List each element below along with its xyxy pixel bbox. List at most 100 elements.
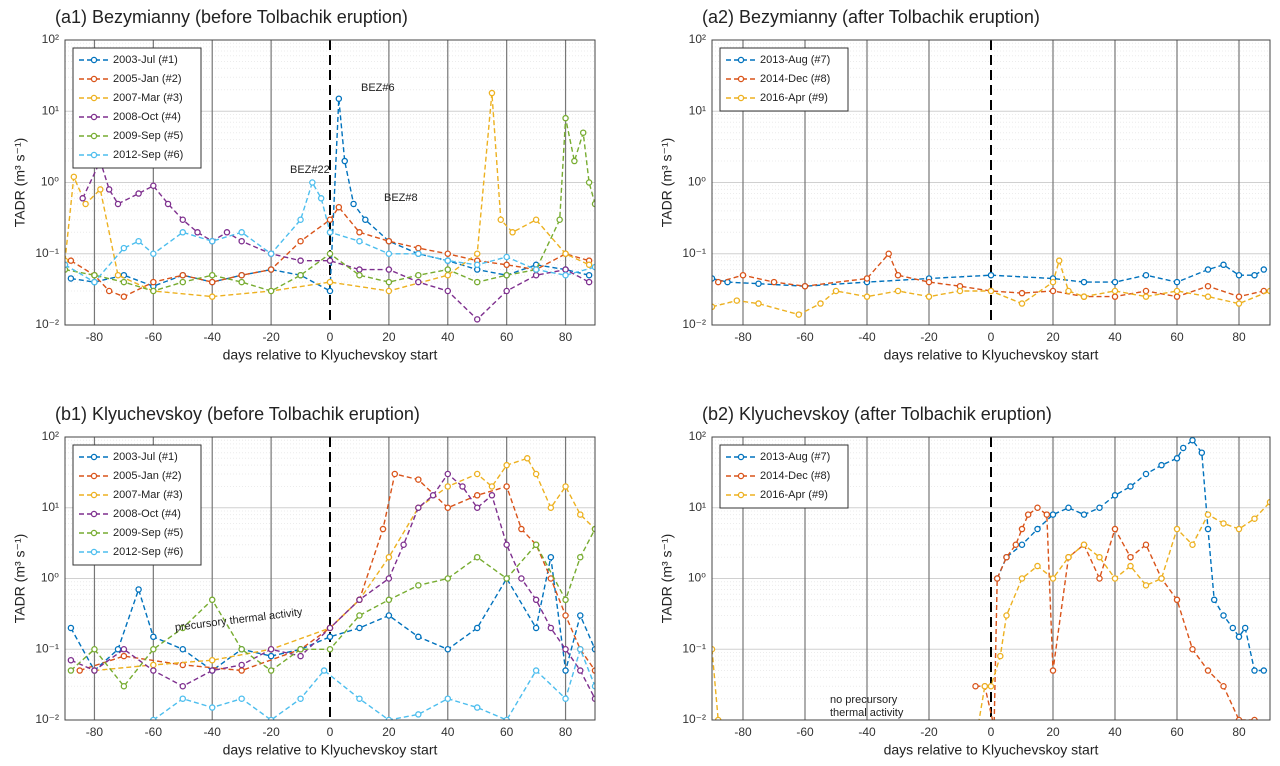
legend-marker [90, 548, 98, 556]
data-point [755, 280, 762, 287]
data-point [981, 682, 989, 690]
data-point [267, 266, 275, 273]
data-point [238, 229, 245, 236]
data-point [473, 261, 481, 269]
data-point [297, 216, 304, 224]
x-tick-label: 80 [1232, 725, 1246, 739]
data-point [208, 278, 216, 286]
data-point [91, 667, 98, 674]
data-point [135, 190, 142, 197]
data-point [179, 271, 187, 279]
y-tick-label: 10⁻¹ [35, 641, 59, 655]
y-tick-label: 10⁰ [41, 175, 59, 189]
data-point [415, 476, 422, 483]
data-point [562, 612, 569, 619]
panel: (a2) Bezymianny (after Tolbachik eruptio… [659, 7, 1271, 363]
x-axis-label: days relative to Klyuchevskoy start [884, 742, 1099, 758]
data-point [473, 624, 481, 632]
data-point [1220, 520, 1227, 527]
data-point [67, 275, 75, 282]
data-point [429, 492, 437, 499]
data-point [1111, 492, 1119, 499]
legend-label: 2007-Mar (#3) [113, 489, 183, 501]
y-tick-label: 10⁻¹ [682, 246, 706, 260]
legend-marker [90, 151, 98, 159]
y-axis-label: TADR (m³ s⁻¹) [12, 138, 28, 228]
data-point [1043, 511, 1051, 518]
data-point [326, 646, 334, 653]
data-point [488, 483, 496, 490]
data-point [503, 287, 510, 295]
data-point [150, 182, 157, 190]
data-point [67, 667, 75, 674]
legend-marker [90, 113, 98, 121]
data-point [362, 216, 369, 224]
data-point [385, 716, 393, 720]
data-point [1235, 633, 1243, 641]
legend-marker [90, 472, 98, 480]
annotation: BEZ#22 [290, 164, 330, 176]
data-point [532, 667, 540, 674]
y-tick-label: 10⁻¹ [682, 641, 706, 655]
data-point [714, 278, 722, 286]
data-point [577, 511, 584, 518]
x-tick-label: 80 [559, 330, 573, 344]
data-point [724, 278, 731, 286]
y-axis-label: TADR (m³ s⁻¹) [659, 138, 675, 228]
x-tick-label: 20 [1046, 330, 1060, 344]
legend-label: 2013-Aug (#7) [760, 54, 830, 66]
data-point [391, 470, 399, 478]
data-point [415, 250, 422, 257]
data-point [503, 261, 510, 269]
data-point [223, 229, 231, 236]
data-point [832, 287, 840, 295]
data-point [1251, 515, 1258, 522]
plot-frame [711, 436, 1271, 721]
x-tick-label: 80 [559, 725, 573, 739]
legend-marker [90, 510, 98, 518]
data-point [444, 257, 452, 264]
data-point [562, 596, 569, 604]
panel-title: (b2) Klyuchevskoy (after Tolbachik erupt… [702, 404, 1052, 424]
data-point [562, 250, 569, 257]
data-point [79, 195, 86, 202]
legend-marker [90, 491, 98, 499]
data-point [1080, 541, 1088, 548]
data-point [1080, 278, 1088, 286]
data-point [547, 504, 555, 511]
data-point [894, 271, 902, 279]
data-point [179, 229, 187, 236]
data-point [1111, 278, 1119, 286]
data-point [532, 596, 540, 604]
x-tick-label: 60 [1170, 330, 1184, 344]
data-point [571, 157, 578, 165]
data-point [415, 278, 422, 286]
data-point [309, 179, 316, 186]
data-point [1049, 575, 1057, 582]
data-point [208, 237, 216, 245]
data-point [1189, 646, 1196, 653]
data-point [972, 682, 979, 690]
x-tick-label: -80 [734, 330, 752, 344]
x-tick-label: -40 [858, 725, 876, 739]
annotation: no precursory [830, 694, 898, 706]
series-line [82, 159, 590, 321]
data-point [415, 271, 422, 279]
data-point [326, 278, 334, 286]
data-point [444, 575, 452, 582]
data-point [297, 695, 304, 702]
data-point [208, 704, 216, 711]
data-point [562, 646, 569, 653]
x-tick-label: 0 [327, 330, 334, 344]
data-point [497, 216, 505, 224]
legend-marker [737, 472, 745, 480]
data-point [725, 739, 730, 744]
data-point [356, 624, 363, 632]
data-point [1173, 455, 1181, 462]
x-tick-label: 40 [1108, 330, 1122, 344]
data-point [1018, 525, 1026, 533]
data-point [1251, 716, 1258, 720]
data-point [150, 287, 157, 295]
data-point [415, 633, 422, 641]
data-point [120, 278, 128, 286]
